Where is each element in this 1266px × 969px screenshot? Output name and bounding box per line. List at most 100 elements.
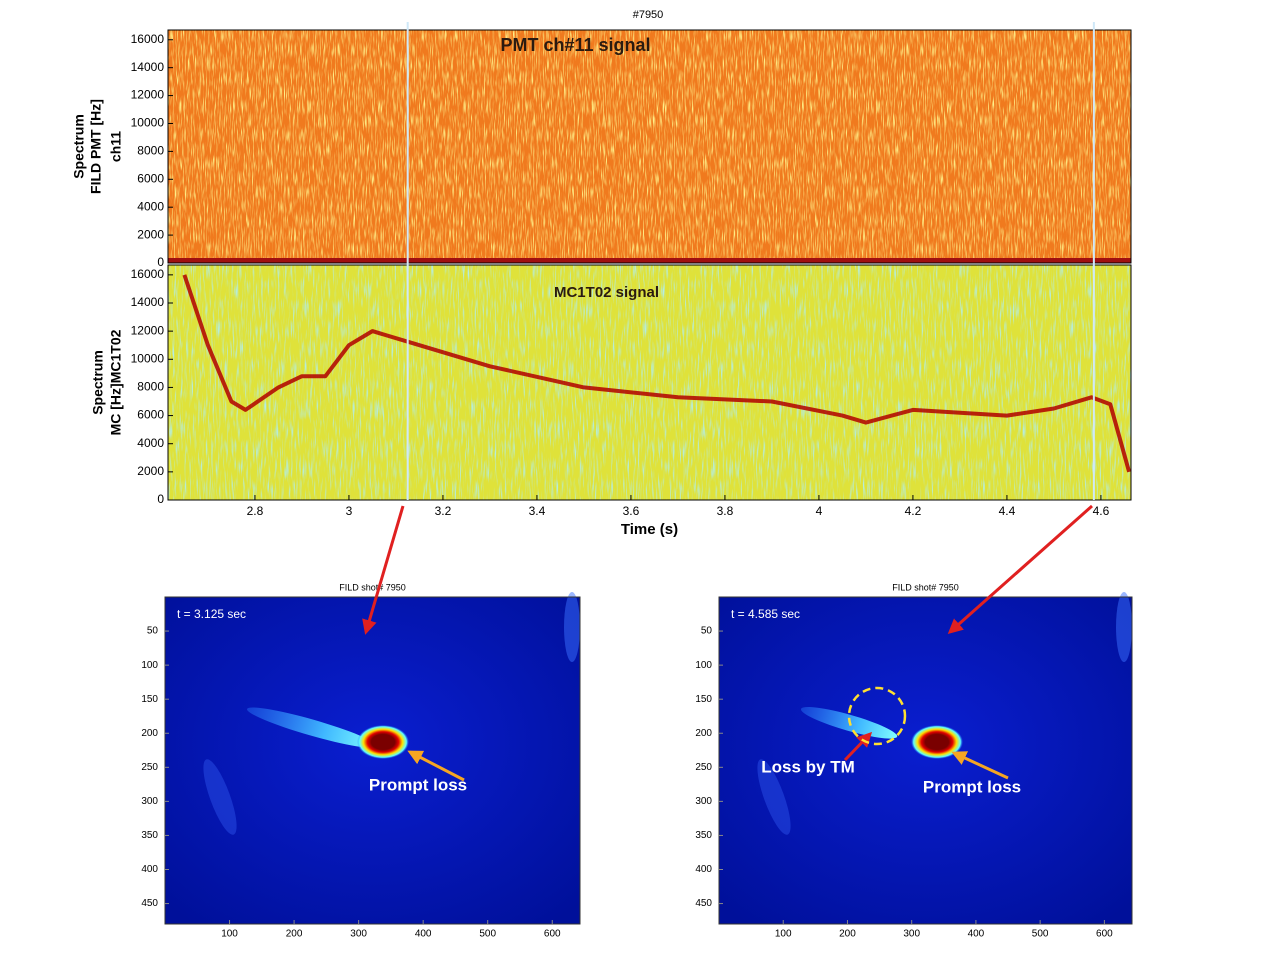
x-tick-label: 500 bbox=[479, 929, 496, 940]
y-tick-label: 16000 bbox=[131, 32, 165, 46]
y-tick-label: 8000 bbox=[137, 144, 164, 158]
pointer-arrow bbox=[947, 504, 1093, 634]
x-tick-label: 2.8 bbox=[247, 504, 264, 518]
y-axis-label: ch11 bbox=[108, 131, 124, 162]
pointer-arrow bbox=[362, 505, 405, 635]
label-arrow bbox=[843, 731, 873, 762]
y-axis-label: FILD PMT [Hz] bbox=[88, 99, 104, 194]
time-label: t = 4.585 sec bbox=[731, 607, 800, 621]
y-tick-label: 4000 bbox=[137, 436, 164, 450]
y-axis-label: Spectrum bbox=[71, 114, 87, 179]
x-tick-label: 500 bbox=[1032, 929, 1049, 940]
baseline-band bbox=[168, 258, 1131, 263]
x-tick-label: 400 bbox=[968, 929, 985, 940]
image-annotation: Prompt loss bbox=[923, 777, 1021, 796]
x-tick-label: 3.6 bbox=[623, 504, 640, 518]
y-tick-label: 50 bbox=[701, 626, 713, 637]
camera-frame bbox=[719, 597, 1132, 924]
plot-frame bbox=[164, 596, 581, 925]
label-arrow bbox=[407, 750, 465, 782]
time-label: t = 3.125 sec bbox=[177, 607, 246, 621]
x-tick-label: 4 bbox=[816, 504, 823, 518]
faint-arc bbox=[1116, 592, 1132, 662]
x-tick-label: 200 bbox=[839, 929, 856, 940]
y-tick-label: 14000 bbox=[131, 60, 165, 74]
x-tick-label: 400 bbox=[415, 929, 432, 940]
image-title: FILD shot# 7950 bbox=[339, 582, 406, 592]
y-tick-label: 400 bbox=[141, 864, 158, 875]
y-tick-label: 200 bbox=[141, 728, 158, 739]
loss-spot bbox=[357, 725, 409, 759]
spectrogram-noise bbox=[168, 30, 1131, 263]
figure-title: #7950 bbox=[633, 9, 664, 21]
panel-annotation: MC1T02 signal bbox=[554, 284, 659, 301]
y-tick-label: 0 bbox=[157, 492, 164, 506]
y-tick-label: 6000 bbox=[137, 171, 164, 185]
faint-streak bbox=[203, 759, 237, 835]
plot-frame bbox=[718, 596, 1133, 925]
overlay bbox=[362, 504, 1093, 782]
y-tick-label: 0 bbox=[157, 255, 164, 269]
y-tick-label: 6000 bbox=[137, 408, 164, 422]
y-axis-label: MC [Hz]MC1T02 bbox=[108, 329, 124, 435]
y-tick-label: 300 bbox=[141, 796, 158, 807]
x-tick-label: 4.2 bbox=[905, 504, 922, 518]
loss-spot bbox=[911, 725, 963, 759]
y-tick-label: 12000 bbox=[131, 323, 165, 337]
y-tick-label: 450 bbox=[141, 898, 158, 909]
x-tick-label: 100 bbox=[775, 929, 792, 940]
y-tick-label: 250 bbox=[695, 762, 712, 773]
x-tick-label: 300 bbox=[903, 929, 920, 940]
x-tick-label: 3.8 bbox=[717, 504, 734, 518]
x-axis-label: Time (s) bbox=[621, 521, 678, 538]
x-tick-label: 3 bbox=[346, 504, 353, 518]
plot-frame bbox=[167, 264, 1132, 501]
image-annotation: Prompt loss bbox=[369, 775, 467, 794]
y-tick-label: 2000 bbox=[137, 227, 164, 241]
faint-arc bbox=[564, 592, 580, 662]
x-tick-label: 600 bbox=[544, 929, 561, 940]
y-tick-label: 8000 bbox=[137, 380, 164, 394]
y-tick-label: 400 bbox=[695, 864, 712, 875]
x-tick-label: 3.2 bbox=[435, 504, 452, 518]
x-tick-label: 200 bbox=[286, 929, 303, 940]
label-arrow bbox=[951, 751, 1009, 780]
x-tick-label: 4.6 bbox=[1093, 504, 1110, 518]
y-tick-label: 150 bbox=[695, 694, 712, 705]
plot-frame bbox=[167, 29, 1132, 264]
x-tick-label: 300 bbox=[350, 929, 367, 940]
image-annotation: Loss by TM bbox=[761, 757, 855, 776]
spectrogram-noise bbox=[168, 265, 1131, 500]
y-tick-label: 350 bbox=[695, 830, 712, 841]
x-tick-label: 100 bbox=[221, 929, 238, 940]
panel-annotation: PMT ch#11 signal bbox=[500, 35, 650, 55]
y-tick-label: 14000 bbox=[131, 295, 165, 309]
camera-frame bbox=[165, 597, 580, 924]
y-tick-label: 4000 bbox=[137, 199, 164, 213]
x-tick-label: 3.4 bbox=[529, 504, 546, 518]
y-tick-label: 2000 bbox=[137, 464, 164, 478]
y-tick-label: 50 bbox=[147, 626, 159, 637]
highlight-circle bbox=[847, 686, 907, 746]
y-tick-label: 250 bbox=[141, 762, 158, 773]
y-tick-label: 10000 bbox=[131, 351, 165, 365]
x-tick-label: 600 bbox=[1096, 929, 1113, 940]
y-tick-label: 300 bbox=[695, 796, 712, 807]
y-tick-label: 10000 bbox=[131, 116, 165, 130]
y-tick-label: 16000 bbox=[131, 267, 165, 281]
y-tick-label: 350 bbox=[141, 830, 158, 841]
image-title: FILD shot# 7950 bbox=[892, 582, 959, 592]
y-axis-label: Spectrum bbox=[90, 350, 106, 415]
beam-streak bbox=[246, 707, 377, 748]
mode-ridge bbox=[182, 274, 1132, 473]
y-tick-label: 12000 bbox=[131, 88, 165, 102]
faint-streak bbox=[757, 759, 791, 835]
y-tick-label: 100 bbox=[695, 660, 712, 671]
x-tick-label: 4.4 bbox=[999, 504, 1016, 518]
y-tick-label: 200 bbox=[695, 728, 712, 739]
y-tick-label: 450 bbox=[695, 898, 712, 909]
y-tick-label: 100 bbox=[141, 660, 158, 671]
y-tick-label: 150 bbox=[141, 694, 158, 705]
